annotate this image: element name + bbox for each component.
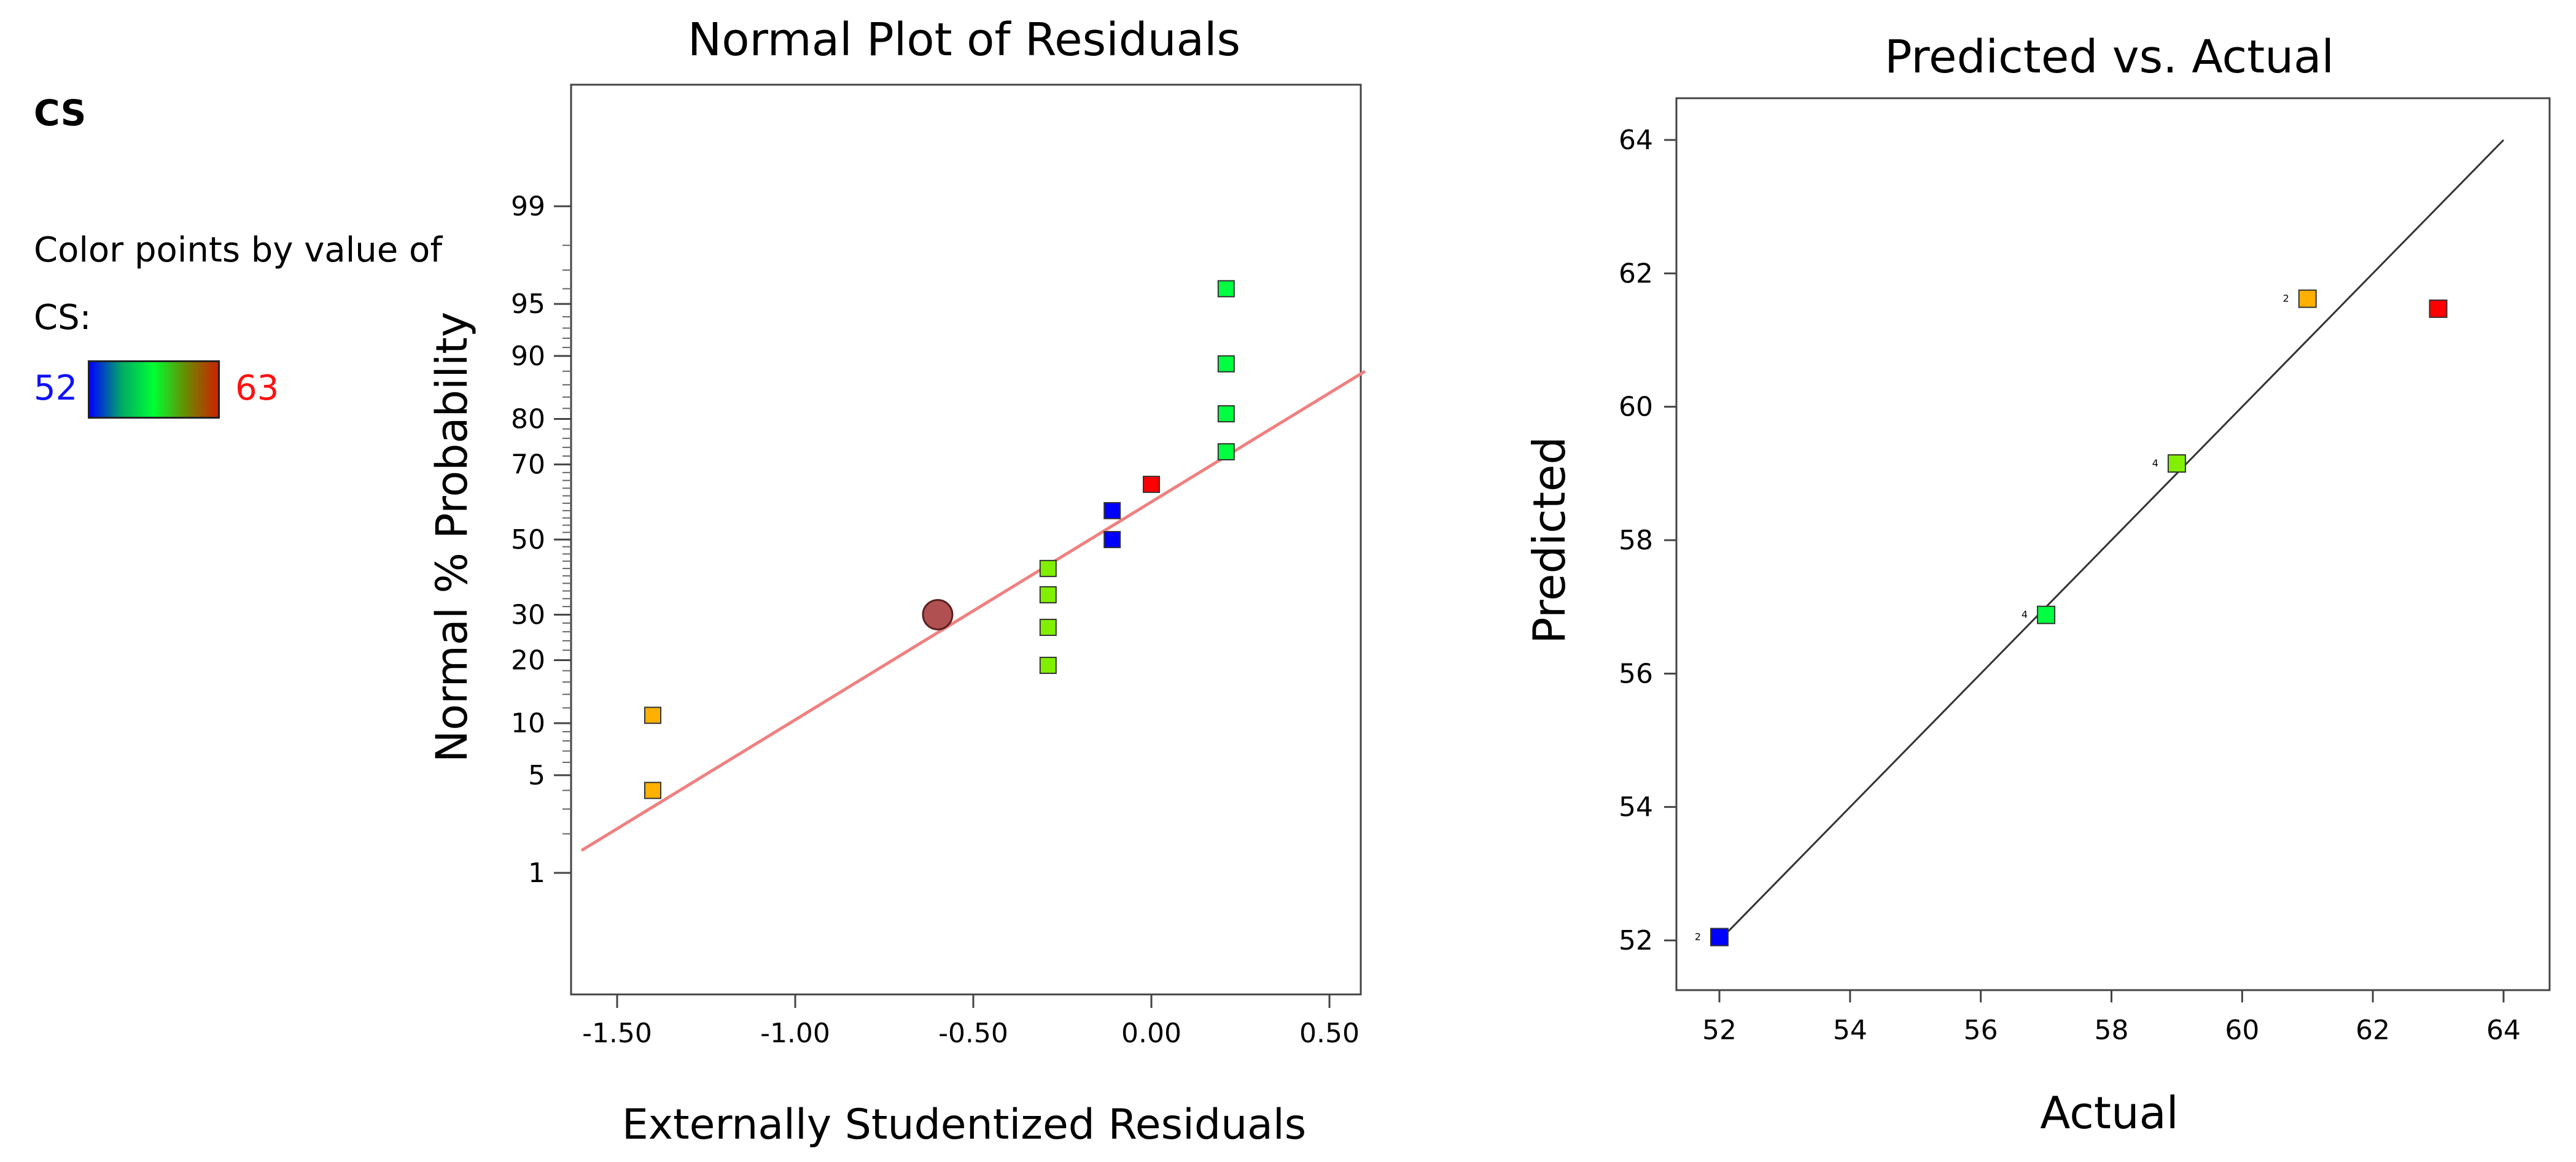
x-tick-label: 62 bbox=[2356, 1015, 2390, 1046]
residual-point bbox=[1103, 531, 1121, 548]
point-count-label: 4 bbox=[2152, 457, 2158, 469]
predicted-point bbox=[2429, 299, 2448, 318]
legend-color-gradient bbox=[88, 360, 220, 419]
point-count-label: 4 bbox=[2021, 609, 2028, 621]
x-tick-label: 0.50 bbox=[1299, 1018, 1360, 1049]
y-tick-label: 60 bbox=[1619, 392, 1653, 423]
y-tick-label: 1 bbox=[528, 858, 545, 889]
reference-line bbox=[1718, 139, 2505, 942]
residual-point bbox=[1039, 619, 1057, 637]
residual-point bbox=[1103, 502, 1121, 519]
legend-min-label: 52 bbox=[34, 368, 78, 408]
y-tick-label: 52 bbox=[1619, 925, 1653, 956]
predicted-vs-actual-x-axis-label: Actual bbox=[2040, 1087, 2179, 1139]
y-tick-label: 56 bbox=[1619, 658, 1653, 689]
predicted-vs-actual-y-axis-label: Predicted bbox=[1523, 436, 1575, 644]
point-count-label: 2 bbox=[2283, 293, 2289, 304]
y-tick-label: 20 bbox=[511, 645, 545, 676]
highlight-point bbox=[922, 598, 954, 630]
y-tick-label: 5 bbox=[528, 760, 545, 791]
predicted-point bbox=[2037, 605, 2056, 624]
residual-point bbox=[1217, 355, 1235, 373]
y-tick-label: 90 bbox=[511, 341, 545, 372]
x-tick-label: 64 bbox=[2486, 1015, 2521, 1046]
predicted-vs-actual-frame bbox=[1675, 97, 2551, 991]
legend-label-line2: CS: bbox=[34, 298, 91, 338]
residual-point bbox=[1039, 656, 1057, 674]
y-tick-label: 54 bbox=[1619, 792, 1653, 823]
legend-label-line1: Color points by value of bbox=[34, 230, 443, 270]
x-tick-label: 56 bbox=[1964, 1015, 1998, 1046]
point-count-label: 2 bbox=[1695, 931, 1701, 943]
normal-plot-title: Normal Plot of Residuals bbox=[688, 14, 1240, 66]
legend-max-label: 63 bbox=[235, 368, 279, 408]
x-tick-label: 52 bbox=[1702, 1015, 1737, 1046]
y-tick-label: 62 bbox=[1619, 258, 1653, 289]
x-tick-label: -0.50 bbox=[938, 1018, 1008, 1049]
normal-plot-x-axis-label: Externally Studentized Residuals bbox=[622, 1101, 1306, 1149]
residual-point bbox=[1143, 476, 1160, 494]
predicted-point bbox=[1710, 928, 1729, 947]
normal-plot-frame bbox=[570, 83, 1362, 996]
y-tick-label: 30 bbox=[511, 599, 545, 630]
y-tick-label: 80 bbox=[511, 404, 545, 435]
residual-point bbox=[644, 781, 661, 799]
normal-plot-chart: Normal Plot of Residuals -1.50 -1.00 -0.50… bbox=[427, 14, 1366, 1149]
residual-point bbox=[1217, 443, 1235, 460]
predicted-vs-actual-chart: Predicted vs. Actual 52 54 56 58 60 62 64 52 54 5… bbox=[1523, 31, 2551, 1139]
y-tick-label: 95 bbox=[511, 289, 545, 320]
residual-point bbox=[1217, 405, 1235, 423]
x-tick-label: -1.00 bbox=[760, 1018, 830, 1049]
y-tick-label: 99 bbox=[511, 191, 545, 222]
x-tick-label: -1.50 bbox=[582, 1018, 652, 1049]
residual-point bbox=[1039, 586, 1057, 603]
residual-point bbox=[1217, 280, 1235, 298]
x-tick-label: 60 bbox=[2225, 1015, 2259, 1046]
x-tick-label: 0.00 bbox=[1121, 1018, 1181, 1049]
y-tick-label: 64 bbox=[1619, 125, 1653, 156]
x-tick-label: 54 bbox=[1833, 1015, 1867, 1046]
y-tick-label: 10 bbox=[511, 708, 545, 739]
predicted-vs-actual-title: Predicted vs. Actual bbox=[1885, 31, 2334, 83]
predicted-point bbox=[2298, 289, 2317, 308]
residual-point bbox=[1039, 560, 1057, 578]
y-tick-label: 70 bbox=[511, 449, 545, 481]
x-tick-label: 58 bbox=[2095, 1015, 2129, 1046]
normal-plot-y-axis-label: Normal % Probability bbox=[427, 312, 477, 762]
legend-title: CS bbox=[34, 92, 87, 134]
predicted-point bbox=[2167, 454, 2186, 473]
y-tick-label: 58 bbox=[1619, 525, 1653, 556]
y-tick-label: 50 bbox=[511, 524, 545, 556]
residual-point bbox=[644, 707, 661, 724]
